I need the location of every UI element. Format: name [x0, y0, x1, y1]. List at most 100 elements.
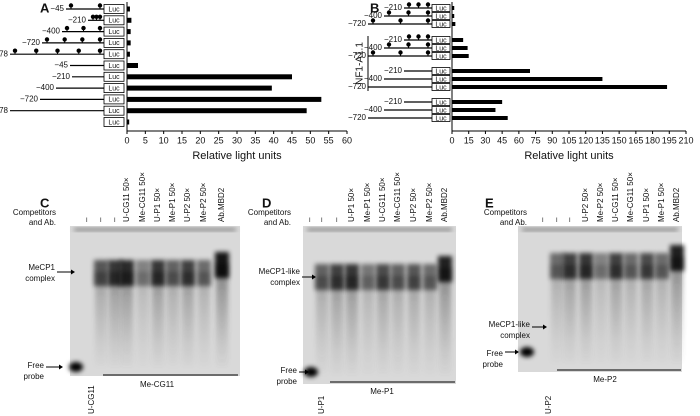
bar	[127, 51, 130, 57]
lane-label: Ab.MBD2	[672, 187, 681, 222]
methyl-cpg	[425, 34, 431, 39]
lane-label: –	[332, 217, 341, 222]
x-tick-label: 150	[612, 135, 627, 145]
methyl-cpg	[406, 34, 412, 39]
luc-label: Luc	[435, 37, 447, 44]
complex-label: complex	[500, 331, 530, 340]
methyl-cpg	[406, 2, 412, 7]
panel-letter: C	[40, 195, 50, 210]
lane-label: Me-P1 50×	[168, 182, 177, 222]
construct-label: −720	[348, 51, 367, 60]
methyl-cpg	[416, 2, 421, 7]
x-tick-label: 30	[480, 135, 490, 145]
construct-label: −400	[364, 74, 383, 83]
complex-band	[550, 253, 564, 279]
gel-smear	[346, 276, 358, 374]
methyl-cpg	[425, 42, 431, 47]
gel-smear	[625, 265, 637, 362]
x-axis-label: Relative light units	[524, 150, 614, 162]
gel-smear	[580, 265, 592, 362]
free-label: Free	[28, 361, 45, 370]
methyl-cpg	[97, 25, 103, 31]
panel-letter: E	[485, 195, 494, 210]
luc-label: Luc	[435, 53, 447, 60]
luc-label: Luc	[108, 40, 120, 47]
bar	[127, 96, 322, 102]
gel-smear	[331, 276, 343, 374]
x-tick-label: 120	[578, 135, 593, 145]
luc-box	[103, 4, 125, 14]
methyl-cpg	[406, 10, 411, 15]
arrow-head	[543, 324, 547, 330]
probe-label: U-CG11	[87, 385, 96, 414]
lane-label: –	[538, 217, 547, 222]
gel-smear	[671, 257, 683, 362]
group-label: NF1-A1.1	[355, 42, 366, 85]
complex-band	[438, 256, 452, 282]
complex-band	[655, 253, 669, 279]
methyl-cpg	[425, 2, 431, 7]
gel-smear	[610, 265, 622, 362]
x-tick-label: 165	[628, 135, 643, 145]
x-tick-label: 60	[514, 135, 524, 145]
methyl-cpg	[398, 50, 403, 55]
complex-band	[315, 264, 329, 290]
construct-label: −400	[364, 11, 383, 20]
gel-smear	[95, 272, 107, 366]
construct-label: −720	[348, 113, 367, 122]
methyl-cpg	[76, 48, 81, 53]
x-tick-label: 40	[269, 135, 279, 145]
bar	[452, 77, 603, 81]
luc-label: Luc	[435, 13, 447, 20]
competitor-label: and Ab.	[29, 218, 56, 227]
luc-box	[431, 52, 451, 60]
arrow-head	[312, 274, 316, 280]
methyl-cpg	[90, 14, 96, 19]
probe-label: Me-P1	[370, 387, 394, 396]
luc-box	[103, 15, 125, 26]
gel-smear	[167, 272, 179, 366]
complex-label: MeCP1-like	[259, 267, 301, 276]
competitor-label: and Ab.	[264, 218, 291, 227]
gel-smear	[198, 272, 210, 366]
gel-smear	[316, 276, 328, 374]
luc-label: Luc	[435, 115, 447, 122]
luc-box	[103, 105, 125, 116]
luc-label: Luc	[108, 18, 120, 25]
lane-label: U-P2 50×	[183, 188, 192, 222]
luc-label: Luc	[435, 5, 447, 12]
luc-box	[103, 60, 125, 71]
luc-label: Luc	[435, 45, 447, 52]
bar	[452, 100, 503, 104]
gel-smear	[362, 276, 374, 374]
lane-label: Me-P1 50×	[363, 182, 372, 222]
luc-box	[431, 20, 451, 28]
bar	[452, 69, 530, 73]
x-tick-label: 55	[324, 135, 334, 145]
gel-smear	[408, 276, 420, 374]
lane-label: Me-P2 50×	[596, 182, 605, 222]
x-tick-label: 50	[305, 135, 315, 145]
complex-band	[136, 260, 150, 286]
luc-box	[431, 4, 451, 12]
methyl-cpg	[12, 48, 18, 53]
gel-smear	[641, 265, 653, 362]
complex-band	[407, 264, 421, 290]
bar	[452, 108, 496, 112]
complex-band	[640, 253, 654, 279]
free-label: probe	[24, 372, 45, 381]
gel-wells	[74, 228, 236, 231]
lane-label: U-P2 50×	[581, 188, 590, 222]
x-tick-label: 0	[124, 135, 129, 145]
construct-label: −1778	[0, 49, 9, 58]
probe-label: Me-P2	[593, 375, 617, 384]
methyl-cpg	[97, 14, 103, 19]
gel-smear	[424, 276, 436, 374]
complex-band	[120, 260, 134, 286]
lane-label: U-P1 50×	[347, 188, 356, 222]
x-tick-label: 35	[250, 135, 260, 145]
methyl-cpg	[44, 37, 50, 42]
complex-band	[94, 260, 108, 286]
gel-smear	[137, 272, 149, 366]
luc-label: Luc	[435, 107, 447, 114]
